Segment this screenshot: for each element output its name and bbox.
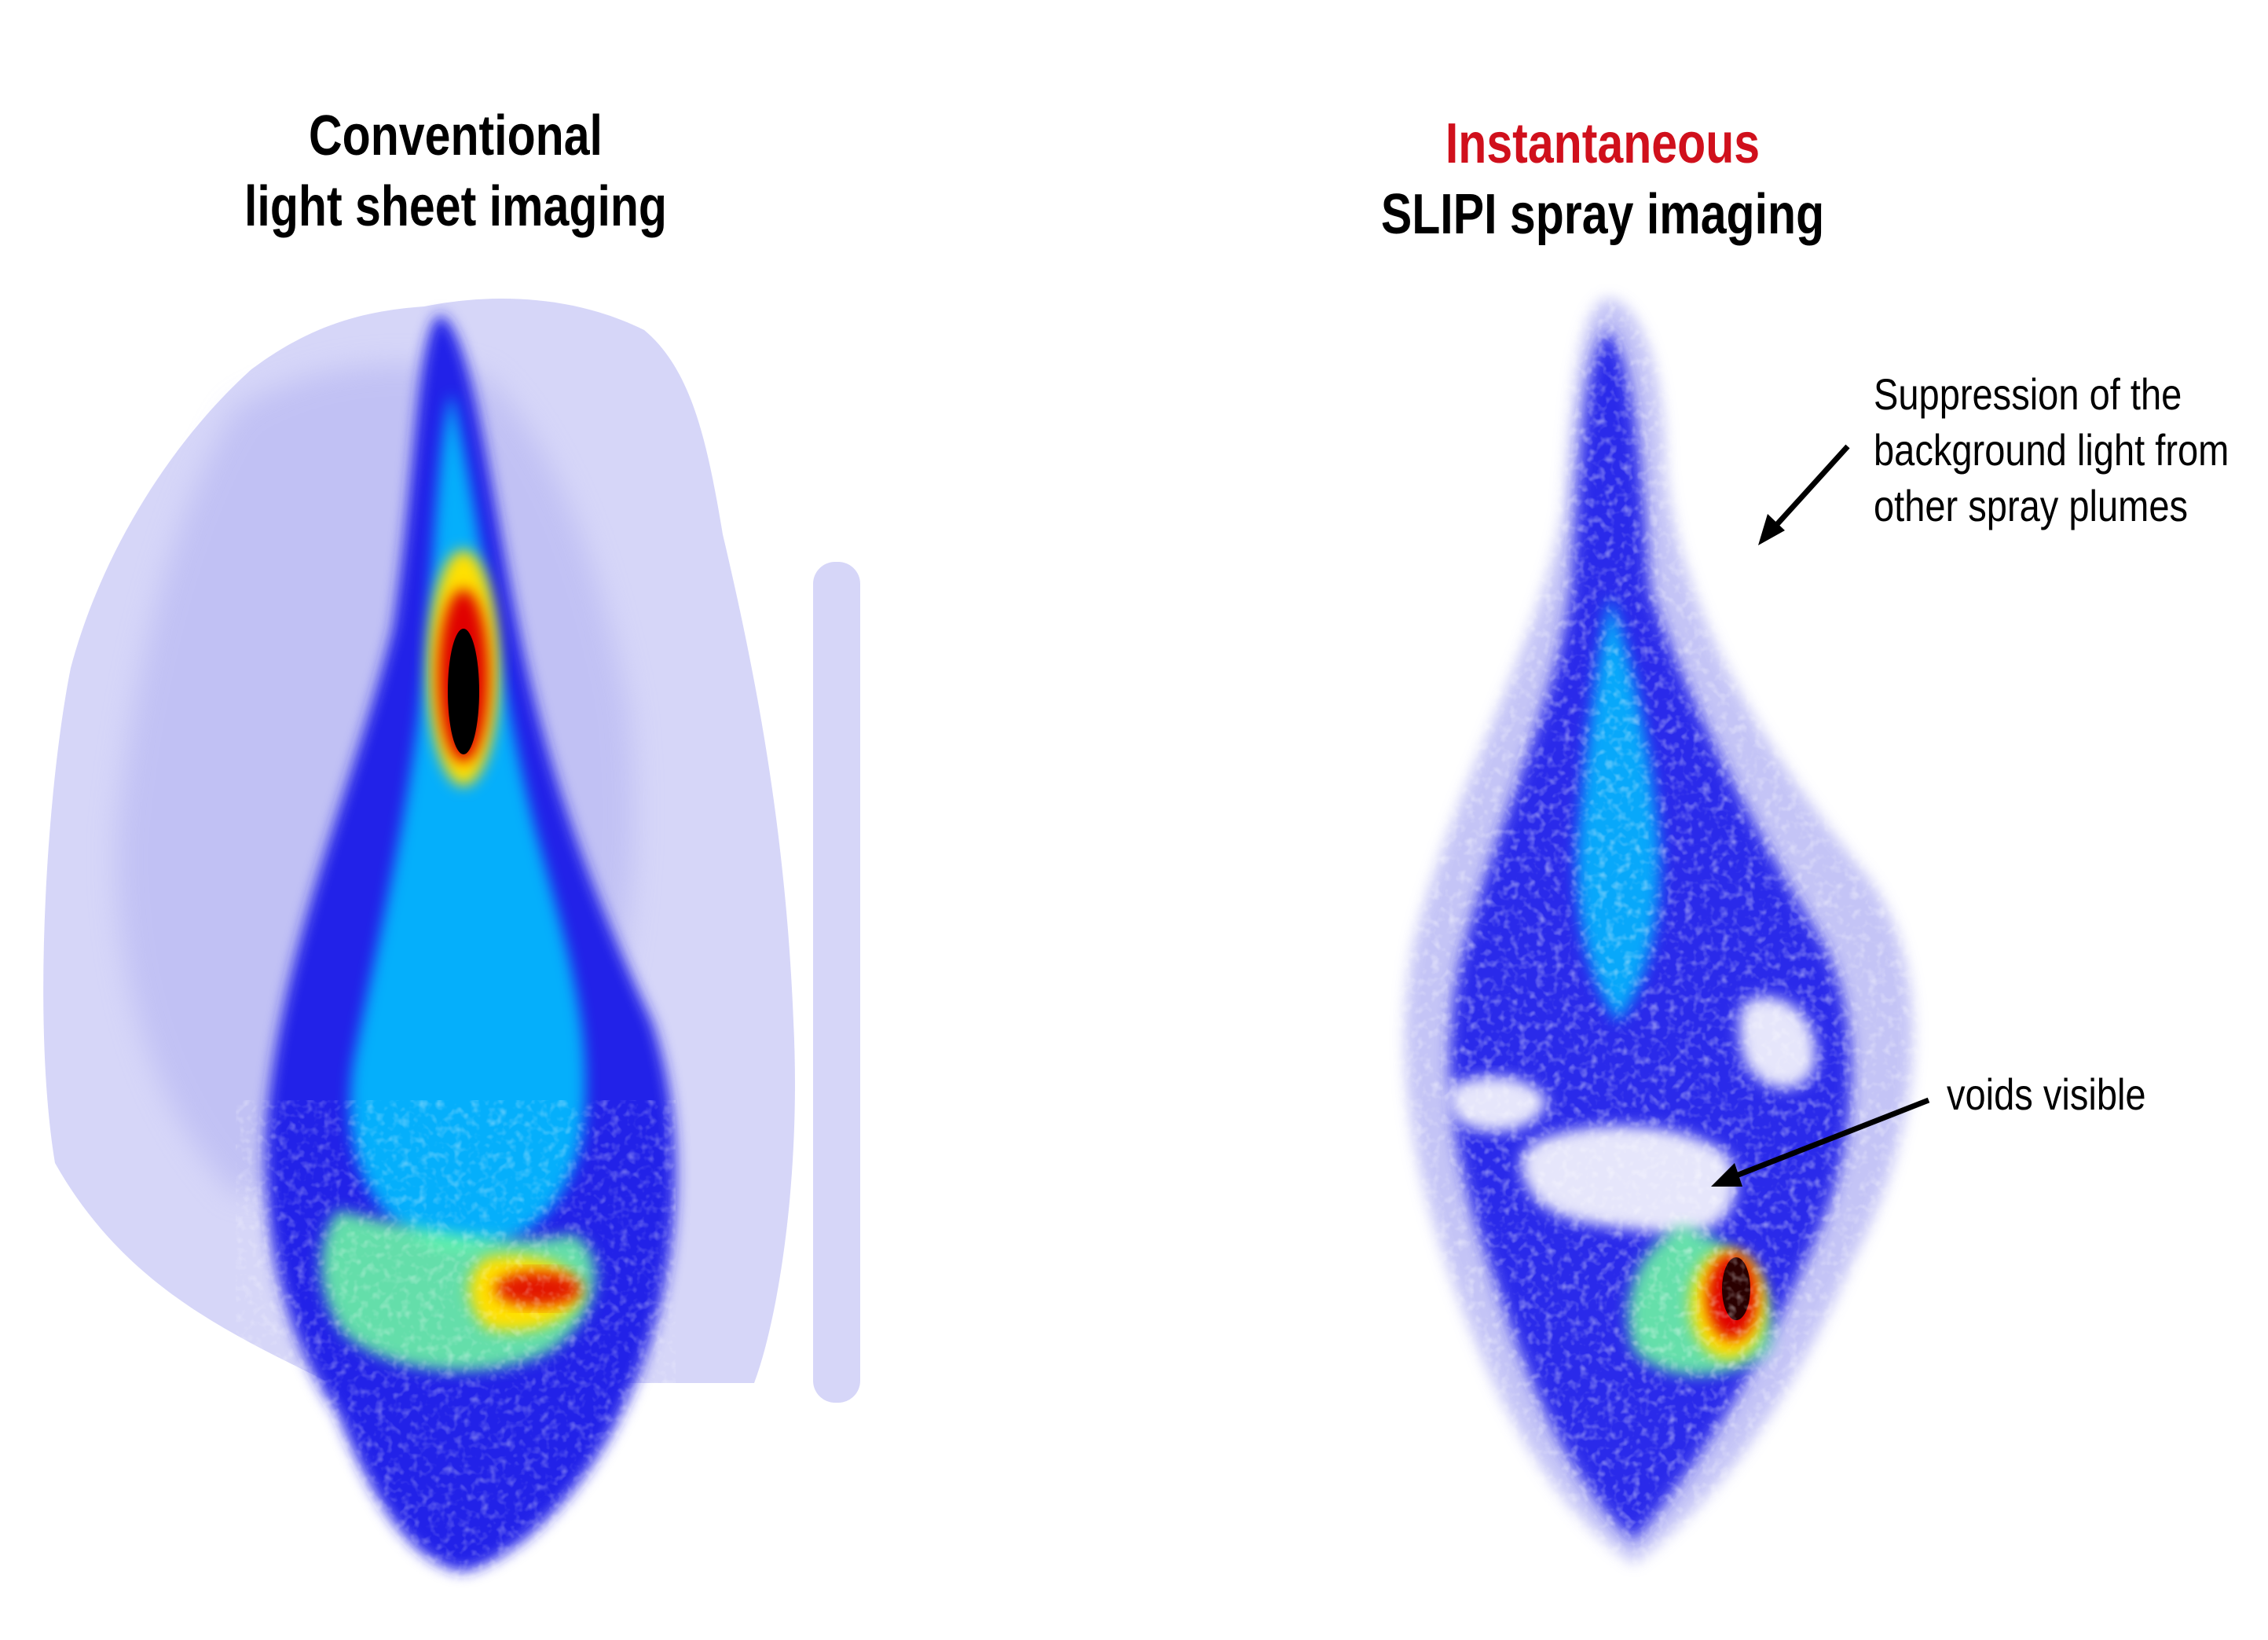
left-title-line1: Conventional xyxy=(309,105,603,167)
right-panel-title: Instantaneous SLIPI spray imaging xyxy=(1345,108,1860,250)
left-panel-title: Conventional light sheet imaging xyxy=(198,101,713,242)
slipi-spray-image xyxy=(1383,299,1948,1587)
hot-core-black xyxy=(448,629,479,754)
right-title-line1: Instantaneous xyxy=(1445,112,1761,175)
annotation-line2: background light from xyxy=(1874,425,2230,475)
conventional-spray-image xyxy=(43,299,860,1587)
background-suppression-annotation: Suppression of the background light from… xyxy=(1874,366,2229,534)
arrow-background-suppression xyxy=(1758,444,1850,545)
voids-annotation: voids visible xyxy=(1947,1069,2146,1119)
background-streak-right xyxy=(813,562,860,1403)
left-title-line2: light sheet imaging xyxy=(244,175,667,238)
annotation-line3: other spray plumes xyxy=(1874,481,2189,530)
right-title-line2: SLIPI spray imaging xyxy=(1380,183,1825,246)
plume-core xyxy=(350,393,586,1251)
arrow-voids xyxy=(1711,1097,1930,1187)
annotation-line1: Suppression of the xyxy=(1874,369,2182,419)
